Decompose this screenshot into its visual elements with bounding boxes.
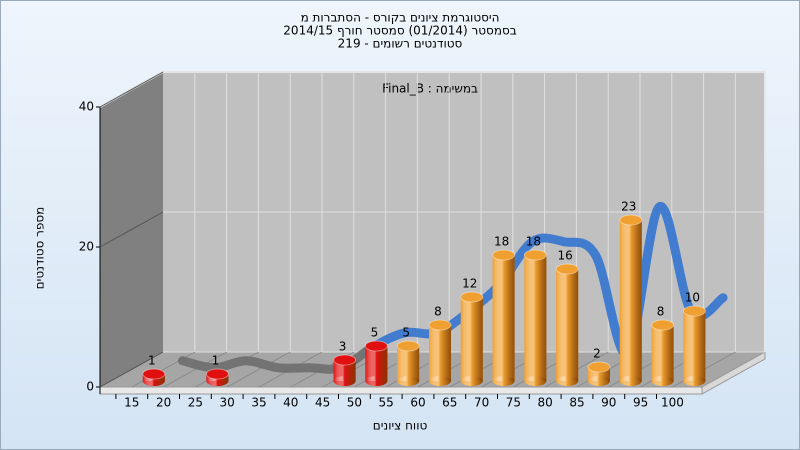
bar-top	[396, 340, 420, 352]
y-axis-label: מספר סטודנטים	[33, 207, 47, 290]
bar-top	[492, 249, 516, 261]
data-label: 12	[462, 277, 477, 291]
x-tick-label: 65	[442, 396, 457, 410]
data-label: 8	[657, 305, 665, 319]
bar-shade	[524, 255, 547, 381]
x-tick-label: 25	[188, 396, 203, 410]
bar-top	[523, 249, 547, 261]
y-tick-label: 40	[79, 100, 94, 114]
bar-top	[587, 361, 611, 373]
data-label: 1	[148, 354, 156, 368]
bar-base-shade	[524, 376, 547, 386]
grid-line	[163, 351, 227, 388]
floor-edge	[99, 386, 703, 395]
data-label: 8	[434, 305, 442, 319]
data-label: 2	[593, 347, 601, 361]
bar-shade	[619, 220, 642, 381]
x-tick-label: 90	[601, 396, 616, 410]
x-tick-label: 60	[410, 396, 425, 410]
data-label: 5	[371, 326, 379, 340]
bar-top	[555, 263, 579, 275]
data-label: 16	[558, 249, 573, 263]
bar-top	[428, 319, 452, 331]
bar-base-shade	[651, 376, 674, 386]
data-label: 18	[494, 235, 509, 249]
bar-base-shade	[492, 376, 515, 386]
x-tick-label: 30	[220, 396, 235, 410]
bar-top	[651, 319, 675, 331]
x-tick-label: 15	[124, 396, 139, 410]
bar-top	[364, 340, 388, 352]
floor-side	[701, 351, 766, 395]
x-tick-label: 80	[538, 396, 553, 410]
bar-shade	[460, 297, 483, 381]
bar-base-shade	[206, 376, 229, 386]
bar-base-shade	[460, 376, 483, 386]
data-label: 3	[339, 340, 347, 354]
x-tick-label: 75	[506, 396, 521, 410]
x-tick-label: 55	[379, 396, 394, 410]
x-axis-label: טווח ציונים	[373, 419, 428, 433]
data-label: 5	[402, 326, 410, 340]
x-tick-label: 50	[347, 396, 362, 410]
x-tick-label: 45	[315, 396, 330, 410]
bar-top	[205, 368, 229, 380]
grid-line	[226, 351, 291, 388]
data-label: 10	[685, 291, 700, 305]
chart-subtitle: סטודנטים רשומים - 219	[338, 37, 463, 51]
grid-line	[99, 71, 164, 108]
bar-base-shade	[142, 376, 165, 386]
chart-title: היסטוגרמת ציונים בקורס - הסתברות מ	[301, 11, 500, 25]
bar-base-shade	[683, 376, 706, 386]
x-tick-label: 95	[633, 396, 648, 410]
x-tick-label: 100	[661, 396, 684, 410]
bar-shade	[429, 325, 451, 381]
chart-subtitle: בסמסטר (01/2014) סמסטר חורף 2014/15	[283, 24, 516, 38]
bar-base-shade	[588, 376, 610, 386]
x-tick-label: 35	[251, 396, 266, 410]
grid-line	[99, 351, 164, 388]
bar-shade	[556, 269, 579, 381]
bar-base-shade	[619, 376, 642, 386]
x-tick-label: 40	[283, 396, 298, 410]
bar-shade	[651, 325, 674, 381]
bar-base-shade	[556, 376, 579, 386]
bar-shade	[683, 311, 706, 381]
y-tick-label: 0	[86, 380, 94, 394]
bar-shade	[365, 346, 388, 381]
bar-top	[619, 214, 643, 226]
x-tick-label: 85	[569, 396, 584, 410]
data-label: 18	[526, 235, 541, 249]
bar-shade	[397, 346, 420, 381]
bar-top	[142, 368, 166, 380]
bar-shade	[333, 360, 356, 381]
y-tick-label: 20	[79, 240, 94, 254]
bar-shade	[492, 255, 515, 381]
bar-base-shade	[397, 376, 420, 386]
bar-base-shade	[365, 376, 388, 386]
grid-line	[99, 211, 164, 248]
annotation: במשימה : Final_B	[382, 82, 478, 96]
x-tick-label: 70	[474, 396, 489, 410]
data-label: 1	[212, 354, 220, 368]
bar-top	[682, 305, 706, 317]
data-label: 23	[621, 200, 636, 214]
bar-base-shade	[333, 376, 356, 386]
bar-top	[333, 354, 357, 366]
bar-top	[460, 291, 484, 303]
bar-base-shade	[429, 376, 451, 386]
x-tick-label: 20	[156, 396, 171, 410]
